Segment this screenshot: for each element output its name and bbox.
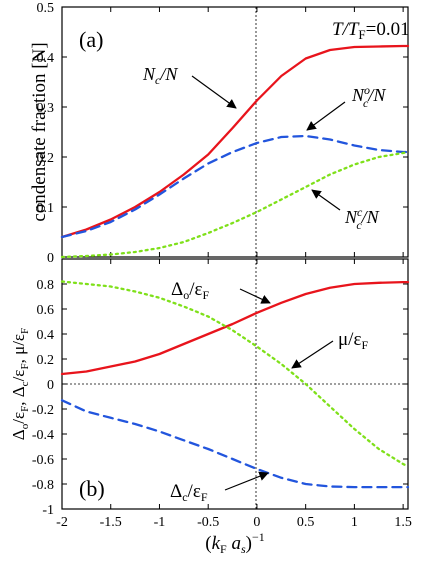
panel-b-ytick-label: -0.6: [32, 453, 54, 468]
panel-a-series-line-1: [60, 134, 410, 239]
panel-a: 0 0.1 0.2 0.3 0.4 0.5 (a) T/TF=0.01 condensat…: [29, 1, 410, 266]
panel-b-label: (b): [79, 476, 105, 501]
panel-b-ytick-label: 0: [47, 378, 54, 393]
panel-a-ytick-label: 0.3: [37, 101, 55, 116]
arrow-delta-c: [224, 471, 269, 491]
temperature-annotation: T/TF=0.01: [332, 19, 410, 42]
label-nco-over-n: No c/N: [351, 83, 386, 110]
arrow-mu: [291, 340, 334, 369]
panel-a-ytick-label: 0.2: [37, 151, 55, 166]
panel-b-ytick-label: -1: [42, 503, 54, 518]
x-tick-label: 0: [253, 515, 260, 530]
label-ncc-over-n: Nc c/N: [344, 205, 380, 232]
panel-a-ylabel: condensate fraction [N]: [29, 42, 50, 221]
panel-b-series-line-2: [60, 399, 410, 489]
arrow-delta-o: [239, 288, 271, 304]
panel-b-series-line-0: [60, 280, 410, 376]
x-tick-label: -1.5: [100, 515, 122, 530]
panel-b-ylabel: Δo/εF, Δc/εF, μ/εF: [9, 328, 31, 440]
panel-a-series: [60, 44, 410, 259]
panel-b-series: [60, 280, 410, 489]
panel-a-label: (a): [79, 27, 103, 52]
x-axis-label: (kF as)−1: [205, 530, 264, 556]
panel-b-series-line-1: [60, 280, 410, 468]
panel-a-ytick-label: 0.5: [37, 1, 55, 16]
x-tick-label: 1: [351, 515, 358, 530]
label-nc-over-n: Nc/N: [142, 64, 178, 87]
x-tick-label: 1.5: [394, 515, 412, 530]
label-mu: μ/εF: [338, 329, 368, 352]
panel-b-ytick-label: -0.8: [32, 478, 54, 493]
x-tick-label: -2: [56, 515, 68, 530]
panel-a-series-line-0: [60, 44, 410, 239]
panel-a-ytick-label: 0.1: [37, 201, 55, 216]
panel-b-ytick-label: 0.2: [37, 353, 55, 368]
panel-b-ytick-label: 0.6: [37, 303, 55, 318]
panel-a-frame: [61, 6, 409, 258]
arrow-nco: [306, 101, 346, 131]
x-tick-labels: -2 -1.5 -1 -0.5 0 0.5 1 1.5: [56, 515, 412, 530]
x-tick-label: -0.5: [197, 515, 219, 530]
x-tick-label: -1: [154, 515, 166, 530]
arrow-ncc: [311, 189, 341, 211]
panel-b: -1 -0.8 -0.6 -0.4 -0.2 0 0.2 0.4 0.6 0.8 (b) Δo/ε…: [9, 258, 410, 518]
panel-b-ticks: -1 -0.8 -0.6 -0.4 -0.2 0 0.2 0.4 0.6 0.8: [32, 259, 408, 518]
panel-a-ticks: 0 0.1 0.2 0.3 0.4 0.5: [37, 1, 408, 266]
x-tick-label: 0.5: [297, 515, 315, 530]
arrow-nc: [191, 75, 237, 109]
label-delta-o: Δo/εF: [171, 279, 209, 302]
panel-b-ytick-label: 0.8: [37, 278, 55, 293]
panel-a-series-line-2: [60, 150, 410, 259]
panel-b-ytick-label: -0.4: [32, 428, 54, 443]
panel-a-ytick-label: 0.4: [37, 51, 55, 66]
panel-b-ytick-label: 0.4: [37, 328, 55, 343]
panel-b-ytick-label: -0.2: [32, 403, 54, 418]
panel-a-ytick-label: 0: [47, 251, 54, 266]
label-delta-c: Δc/εF: [170, 481, 208, 504]
